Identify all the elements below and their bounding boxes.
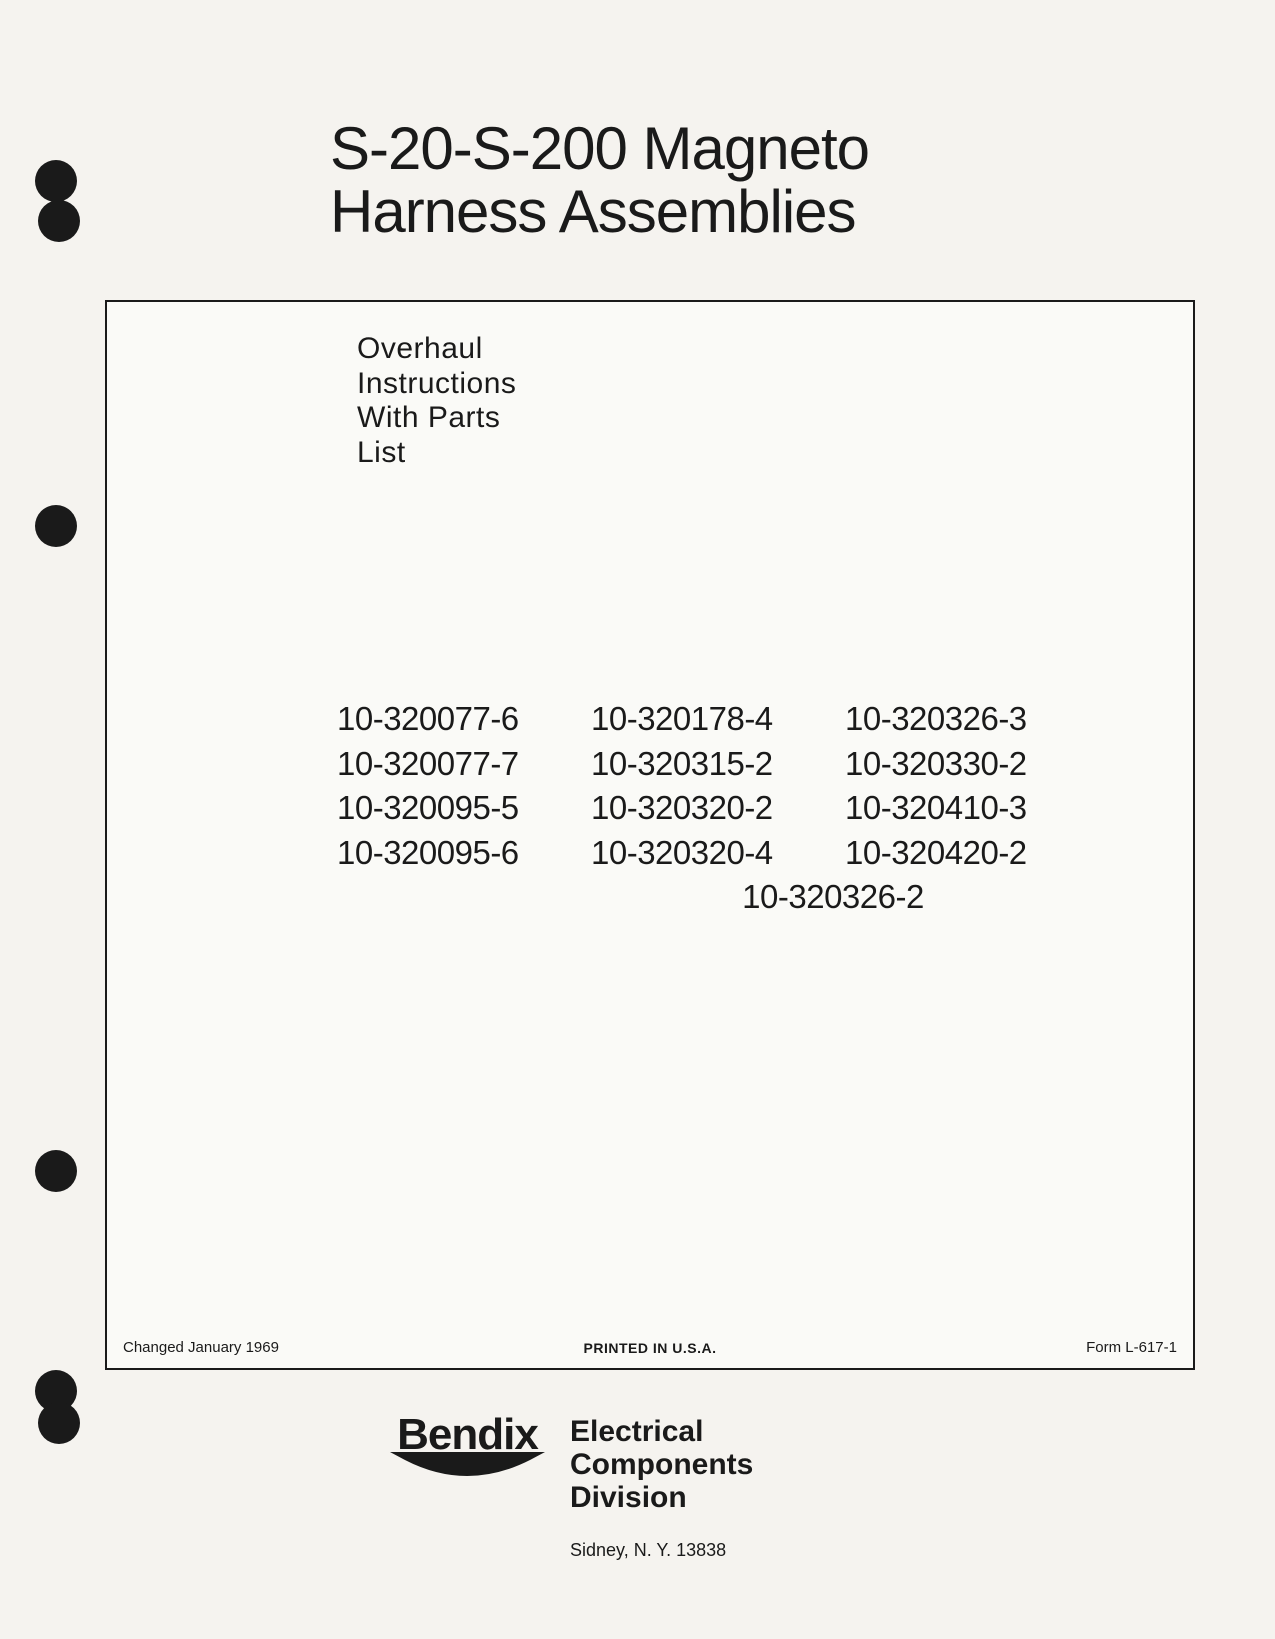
subtitle-line: Overhaul [357,332,516,367]
document-title: S-20-S-200 Magneto Harness Assemblies [330,117,869,243]
footer-form-number: Form L-617-1 [1086,1339,1177,1356]
punch-hole-icon [38,1402,80,1444]
part-numbers-list: 10-320077-6 10-320178-4 10-320326-3 10-3… [337,697,1075,920]
title-line-1: S-20-S-200 Magneto [330,117,869,180]
part-number: 10-320320-2 [591,786,821,831]
part-number: 10-320095-6 [337,831,567,876]
footer-printed-in: PRINTED IN U.S.A. [584,1340,717,1356]
bendix-swoosh-icon [390,1452,545,1487]
subtitle-line: List [357,436,516,471]
punch-hole-icon [35,160,77,202]
part-number: 10-320315-2 [591,742,821,787]
company-address: Sidney, N. Y. 13838 [570,1540,726,1561]
part-number: 10-320326-3 [845,697,1075,742]
punch-hole-icon [38,200,80,242]
part-number: 10-320095-5 [337,786,567,831]
part-number-row: 10-320077-6 10-320178-4 10-320326-3 [337,697,1075,742]
part-number-row: 10-320095-6 10-320320-4 10-320420-2 [337,831,1075,876]
document-page: S-20-S-200 Magneto Harness Assemblies Ov… [0,0,1275,1639]
document-subtitle: Overhaul Instructions With Parts List [357,332,516,470]
division-line: Components [570,1448,753,1481]
part-number: 10-320320-4 [591,831,821,876]
division-line: Division [570,1481,753,1514]
content-box: Overhaul Instructions With Parts List 10… [105,300,1195,1370]
part-number-row: 10-320095-5 10-320320-2 10-320410-3 [337,786,1075,831]
part-number: 10-320410-3 [845,786,1075,831]
subtitle-line: Instructions [357,367,516,402]
part-number: 10-320077-6 [337,697,567,742]
company-logo-section: Bendix Electrical Components Division [390,1410,753,1514]
part-number: 10-320178-4 [591,697,821,742]
division-name: Electrical Components Division [570,1415,753,1514]
part-number: 10-320420-2 [845,831,1075,876]
part-number: 10-320330-2 [845,742,1075,787]
punch-hole-icon [35,1150,77,1192]
part-number-row: 10-320077-7 10-320315-2 10-320330-2 [337,742,1075,787]
punch-hole-icon [35,505,77,547]
title-line-2: Harness Assemblies [330,180,869,243]
part-number: 10-320326-2 [591,875,1075,920]
footer-changed-date: Changed January 1969 [123,1339,279,1356]
division-line: Electrical [570,1415,753,1448]
subtitle-line: With Parts [357,401,516,436]
bendix-logo: Bendix [390,1410,545,1487]
part-number: 10-320077-7 [337,742,567,787]
